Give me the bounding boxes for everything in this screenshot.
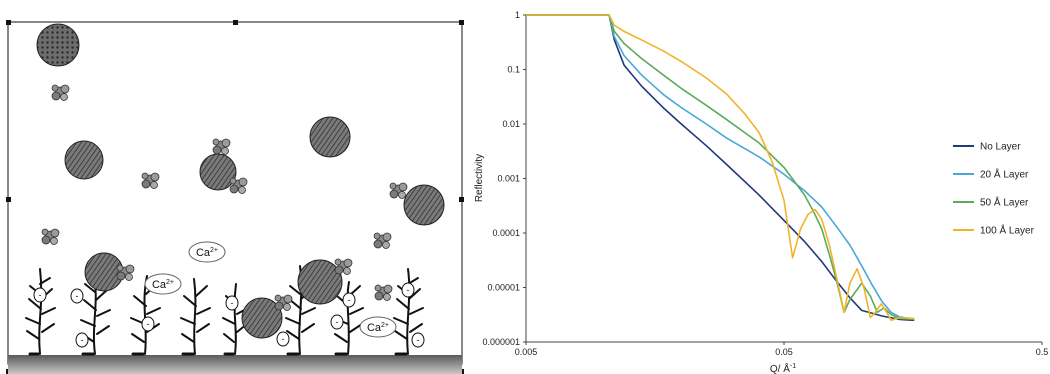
membrane-schematic: - - - - - - - - - - Ca2+ (6, 20, 464, 374)
legend-label: 50 Å Layer (980, 196, 1029, 209)
charge-label: - (81, 335, 84, 345)
charge-label: - (407, 285, 410, 295)
charge-label: - (147, 319, 150, 329)
ion-charge: 2+ (210, 247, 218, 254)
y-tick-label: 0.001 (497, 174, 520, 184)
calcium-ion: Ca2+ (188, 241, 226, 263)
y-tick-label: 0.00001 (487, 283, 520, 293)
x-tick-label: 0.005 (515, 347, 538, 357)
charge-label: - (336, 317, 339, 327)
y-tick-label: 0.01 (502, 119, 520, 129)
ion-symbol: Ca (367, 322, 382, 334)
ion-charge: 2+ (381, 322, 389, 329)
charge-label: - (417, 335, 420, 345)
series-line-50-layer (526, 14, 915, 321)
calcium-ion: Ca2+ (144, 273, 182, 295)
y-tick-label: 0.1 (507, 65, 520, 75)
x-axis-title-exponent: -1 (790, 363, 796, 370)
series-line-no-layer (526, 14, 915, 322)
calcium-ion: Ca2+ (359, 316, 397, 338)
y-tick-label: 1 (515, 10, 520, 20)
plot-frame (525, 15, 1042, 343)
svg-text:Ca2+: Ca2+ (367, 322, 389, 334)
series-line-20-layer (526, 14, 915, 321)
substrate (8, 355, 462, 374)
y-axis-title: Reflectivity (474, 154, 485, 202)
x-axis-title-text: Q/ Å (770, 362, 790, 374)
svg-text:Ca2+: Ca2+ (152, 279, 174, 291)
y-tick-label: 0.0001 (492, 228, 520, 238)
series-line-100-layer (526, 14, 915, 322)
x-axis-title: Q/ Å-1 (770, 362, 796, 374)
charge-label: - (282, 334, 285, 344)
charge-label: - (39, 290, 42, 300)
legend: No Layer 20 Å Layer 50 Å Layer 100 Å Layer (953, 142, 1035, 237)
x-tick-label: 0.05 (775, 347, 793, 357)
legend-label: 100 Å Layer (980, 224, 1035, 237)
charge-label: - (348, 295, 351, 305)
legend-label: 20 Å Layer (980, 168, 1029, 181)
surface-charges: - - - - - - - - - - (33, 282, 425, 348)
ion-charge: 2+ (166, 279, 174, 286)
charge-label: - (76, 291, 79, 301)
x-tick-label: 0.5 (1036, 347, 1049, 357)
ion-symbol: Ca (152, 279, 167, 291)
vesicles (36, 23, 445, 339)
series-layer (526, 14, 915, 322)
svg-text:Ca2+: Ca2+ (196, 247, 218, 259)
y-tick-label: 0.000001 (482, 337, 520, 347)
ion-symbol: Ca (196, 247, 211, 259)
legend-label: No Layer (980, 142, 1021, 153)
charge-label: - (231, 298, 234, 308)
